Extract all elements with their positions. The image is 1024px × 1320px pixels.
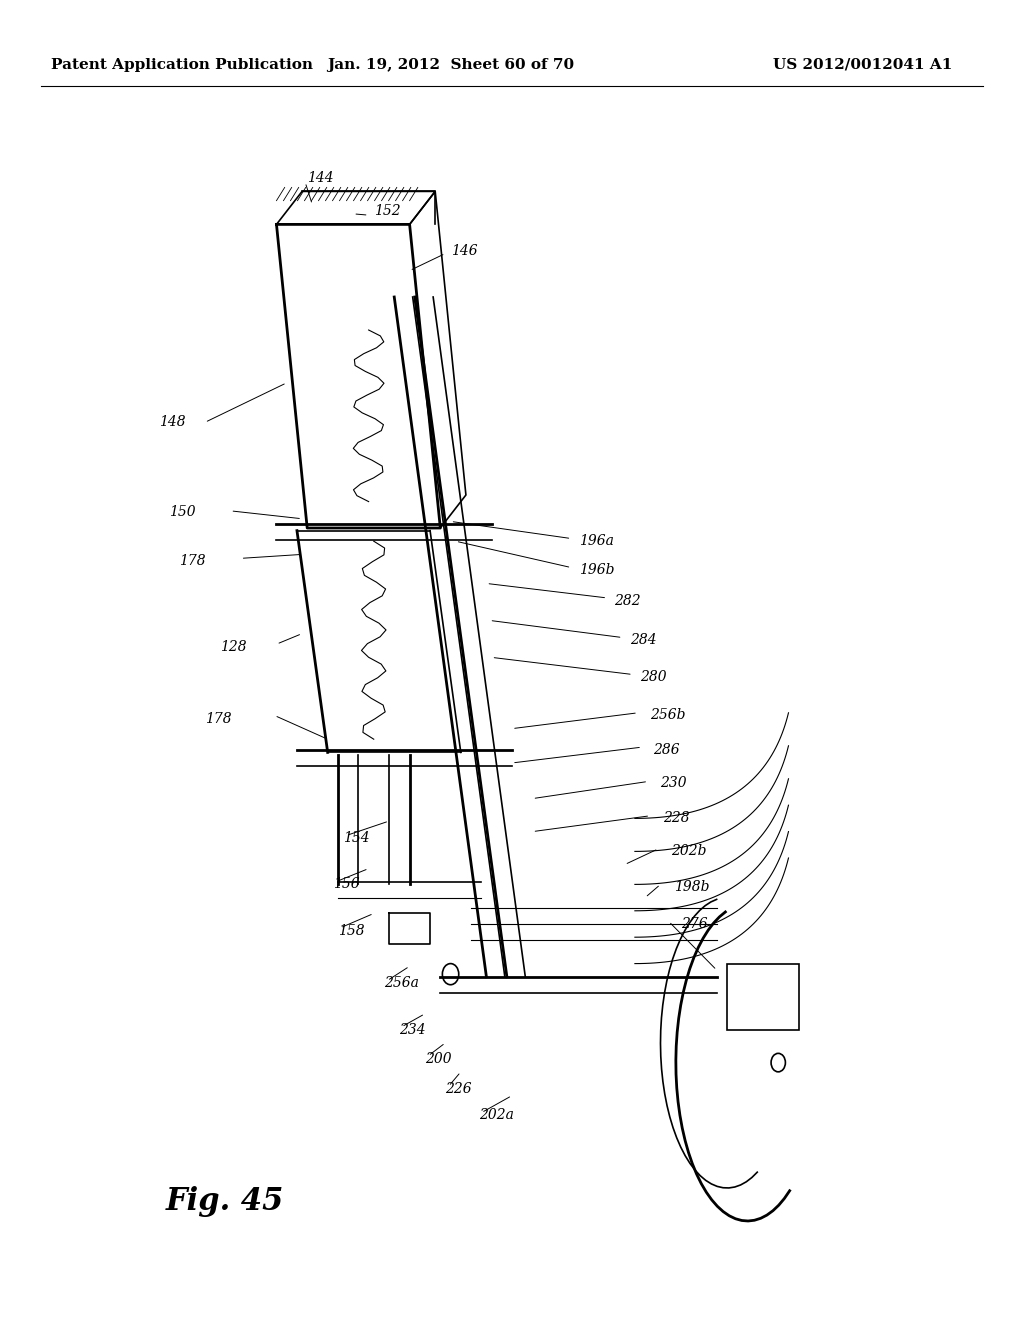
Text: 152: 152 xyxy=(374,205,400,218)
Text: 256a: 256a xyxy=(384,977,419,990)
Text: 198b: 198b xyxy=(674,880,710,894)
Text: 256b: 256b xyxy=(650,709,686,722)
Text: 146: 146 xyxy=(451,244,477,257)
Text: 202b: 202b xyxy=(671,845,707,858)
Text: 156: 156 xyxy=(333,878,359,891)
Text: US 2012/0012041 A1: US 2012/0012041 A1 xyxy=(773,58,952,71)
Text: 178: 178 xyxy=(205,713,231,726)
Text: 286: 286 xyxy=(653,743,680,756)
Text: 202a: 202a xyxy=(479,1109,514,1122)
Text: 148: 148 xyxy=(159,416,185,429)
Text: 276: 276 xyxy=(681,917,708,931)
Text: Jan. 19, 2012  Sheet 60 of 70: Jan. 19, 2012 Sheet 60 of 70 xyxy=(327,58,574,71)
Text: 178: 178 xyxy=(179,554,206,568)
Text: 158: 158 xyxy=(338,924,365,937)
Text: 144: 144 xyxy=(307,172,334,185)
Text: 230: 230 xyxy=(660,776,687,789)
Text: Fig. 45: Fig. 45 xyxy=(166,1185,285,1217)
Text: Patent Application Publication: Patent Application Publication xyxy=(51,58,313,71)
Text: 200: 200 xyxy=(425,1052,452,1065)
Text: 196b: 196b xyxy=(579,564,614,577)
Text: 226: 226 xyxy=(445,1082,472,1096)
Text: 284: 284 xyxy=(630,634,656,647)
Text: 128: 128 xyxy=(220,640,247,653)
Text: 228: 228 xyxy=(664,812,690,825)
Text: 282: 282 xyxy=(614,594,641,607)
Text: 234: 234 xyxy=(399,1023,426,1036)
Text: 196a: 196a xyxy=(579,535,613,548)
Text: 154: 154 xyxy=(343,832,370,845)
Text: 150: 150 xyxy=(169,506,196,519)
Text: 280: 280 xyxy=(640,671,667,684)
Bar xyxy=(727,964,799,1030)
